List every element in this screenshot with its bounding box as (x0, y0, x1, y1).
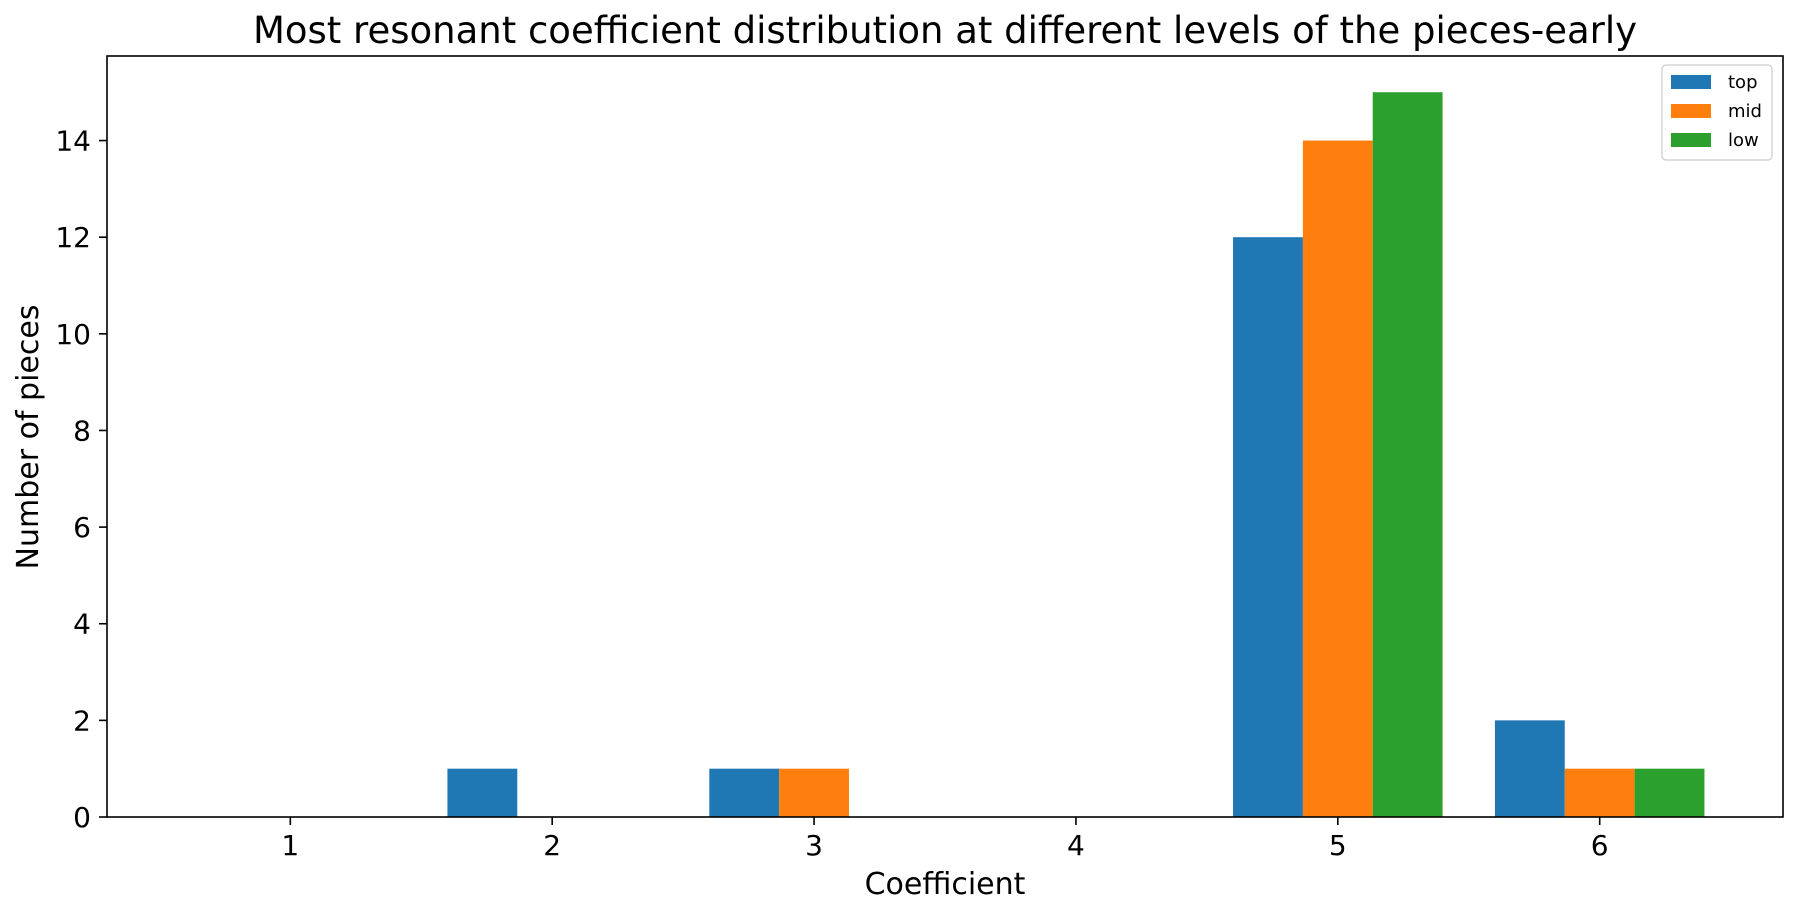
y-tick-label: 4 (73, 608, 91, 641)
bar-low-5 (1372, 92, 1443, 817)
bar-top-5 (1233, 237, 1303, 817)
bars-group (447, 92, 1705, 818)
x-axis-ticks: 1 2 3 4 5 6 (281, 817, 1609, 862)
x-tick-label: 2 (543, 829, 561, 862)
bar-low-6 (1634, 768, 1705, 817)
y-axis-label: Number of pieces (11, 305, 46, 570)
legend-label-top: top (1728, 72, 1758, 93)
bar-top-6 (1494, 720, 1565, 817)
legend-label-low: low (1728, 130, 1759, 151)
y-tick-label: 6 (73, 511, 91, 544)
legend-swatch-top (1671, 75, 1711, 89)
y-tick-label: 8 (73, 414, 91, 447)
bar-mid-6 (1564, 768, 1635, 817)
y-tick-label: 0 (73, 801, 91, 834)
bar-top-2 (447, 768, 518, 817)
y-tick-label: 12 (55, 221, 91, 254)
x-tick-label: 1 (281, 829, 299, 862)
bar-mid-3 (779, 768, 849, 817)
chart-title: Most resonant coefficient distribution a… (253, 9, 1637, 52)
plot-frame (106, 55, 1784, 818)
bar-top-3 (709, 768, 780, 817)
x-tick-label: 6 (1591, 829, 1609, 862)
y-tick-label: 2 (73, 704, 91, 737)
legend-swatch-mid (1671, 104, 1711, 118)
bar-mid-5 (1302, 140, 1373, 818)
y-tick-label: 10 (55, 318, 91, 351)
legend-swatch-low (1671, 133, 1711, 147)
y-tick-label: 14 (55, 125, 91, 158)
x-axis-label: Coefficient (865, 867, 1026, 902)
x-tick-label: 3 (805, 829, 823, 862)
y-axis-ticks: 0 2 4 6 8 10 12 14 (55, 125, 107, 834)
x-tick-label: 4 (1067, 829, 1085, 862)
legend-label-mid: mid (1728, 101, 1762, 122)
legend: top mid low (1661, 64, 1773, 161)
x-tick-label: 5 (1329, 829, 1347, 862)
